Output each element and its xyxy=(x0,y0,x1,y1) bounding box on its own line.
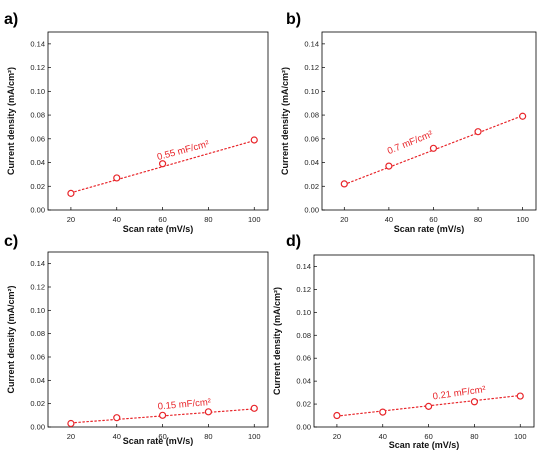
data-point xyxy=(424,402,433,410)
panel-letter: b) xyxy=(286,11,301,28)
chart-panel-3: c) 0.00 0.02 0.04 0.06 0.08 0.10 0.12 0.14 20 40 60… xyxy=(4,233,269,446)
y-tick-label: 0.06 xyxy=(30,134,45,143)
x-tick-label: 20 xyxy=(340,215,348,224)
data-point xyxy=(429,144,438,152)
y-tick-label: 0.04 xyxy=(304,158,319,167)
y-axis-label: Current density (mA/cm²) xyxy=(6,67,16,175)
x-tick-label: 100 xyxy=(248,215,261,224)
x-tick-label: 60 xyxy=(429,215,437,224)
y-tick-label: 0.00 xyxy=(304,206,319,215)
y-tick-label: 0.10 xyxy=(304,87,319,96)
x-axis-label: Scan rate (mV/s) xyxy=(394,224,465,234)
data-point xyxy=(67,419,75,428)
data-point xyxy=(250,404,258,412)
y-tick-label: 0.08 xyxy=(304,111,319,120)
y-tick-label: 0.02 xyxy=(30,182,45,191)
data-point xyxy=(67,189,75,197)
y-tick-label: 0.10 xyxy=(296,308,311,317)
y-tick-label: 0.06 xyxy=(304,134,319,143)
x-tick-label: 40 xyxy=(113,215,121,224)
y-tick-label: 0.14 xyxy=(304,39,319,48)
panel-letter: c) xyxy=(4,233,18,250)
data-point xyxy=(340,180,348,188)
x-tick-label: 60 xyxy=(424,432,432,441)
y-tick-label: 0.12 xyxy=(304,63,319,72)
plot-frame xyxy=(47,31,269,211)
data-point xyxy=(333,411,341,420)
y-tick-label: 0.10 xyxy=(30,306,45,315)
capacitance-annotation: 0.15 mF/cm² xyxy=(157,397,211,413)
plot-frame xyxy=(313,254,535,428)
x-tick-label: 100 xyxy=(248,432,261,441)
x-tick-label: 100 xyxy=(516,215,529,224)
x-axis-label: Scan rate (mV/s) xyxy=(123,224,194,234)
chart-panel-1: a) 0.00 0.02 0.04 0.06 0.08 0.10 0.12 0.14 20 40 60… xyxy=(4,11,269,234)
x-tick-label: 80 xyxy=(204,215,212,224)
data-point xyxy=(516,392,524,400)
y-tick-label: 0.14 xyxy=(30,259,45,268)
chart-panel-2: b) 0.00 0.02 0.04 0.06 0.08 0.10 0.12 0.14 20 40 60… xyxy=(280,11,537,234)
x-axis-label: Scan rate (mV/s) xyxy=(123,436,194,446)
y-tick-label: 0.06 xyxy=(30,353,45,362)
y-tick-label: 0.12 xyxy=(30,63,45,72)
capacitance-annotation: 0.55 mF/cm² xyxy=(156,139,210,163)
x-tick-label: 20 xyxy=(333,432,341,441)
y-tick-label: 0.02 xyxy=(304,182,319,191)
fit-line xyxy=(70,139,255,194)
panel-letter: a) xyxy=(4,11,18,28)
y-tick-label: 0.00 xyxy=(30,206,45,215)
x-axis-label: Scan rate (mV/s) xyxy=(389,440,460,450)
y-tick-label: 0.06 xyxy=(296,354,311,363)
x-tick-label: 80 xyxy=(204,432,212,441)
x-tick-label: 20 xyxy=(67,432,75,441)
data-point xyxy=(158,160,167,168)
data-point xyxy=(158,411,167,419)
y-tick-label: 0.10 xyxy=(30,87,45,96)
y-tick-label: 0.14 xyxy=(296,262,311,271)
y-tick-label: 0.12 xyxy=(296,285,311,294)
y-tick-label: 0.02 xyxy=(30,399,45,408)
data-point xyxy=(470,398,479,406)
data-point xyxy=(113,414,121,422)
plot-frame xyxy=(321,31,537,211)
y-tick-label: 0.08 xyxy=(30,111,45,120)
y-tick-label: 0.08 xyxy=(30,329,45,338)
chart-panel-4: d) 0.00 0.02 0.04 0.06 0.08 0.10 0.12 0.14 20 40 60… xyxy=(272,233,535,450)
y-tick-label: 0.00 xyxy=(30,423,45,432)
y-tick-label: 0.14 xyxy=(30,39,45,48)
y-axis-label: Current density (mA/cm²) xyxy=(272,287,282,395)
y-tick-label: 0.04 xyxy=(30,158,45,167)
x-tick-label: 60 xyxy=(158,432,166,441)
y-tick-label: 0.04 xyxy=(296,377,311,386)
data-point xyxy=(385,162,393,170)
panel-letter: d) xyxy=(286,233,301,250)
data-point xyxy=(204,408,213,416)
data-point xyxy=(250,136,258,144)
y-tick-label: 0.08 xyxy=(296,331,311,340)
data-point xyxy=(113,174,121,182)
y-axis-label: Current density (mA/cm²) xyxy=(6,285,16,393)
x-tick-label: 40 xyxy=(113,432,121,441)
plot-frame xyxy=(47,251,269,428)
y-tick-label: 0.02 xyxy=(296,400,311,409)
x-tick-label: 100 xyxy=(514,432,527,441)
x-tick-label: 40 xyxy=(379,432,387,441)
x-tick-label: 80 xyxy=(474,215,482,224)
y-tick-label: 0.04 xyxy=(30,376,45,385)
data-point xyxy=(379,408,387,416)
data-point xyxy=(519,112,527,120)
data-point xyxy=(474,128,482,136)
y-tick-label: 0.12 xyxy=(30,283,45,292)
y-axis-label: Current density (mA/cm²) xyxy=(280,67,290,175)
x-tick-label: 40 xyxy=(385,215,393,224)
capacitance-annotation: 0.21 mF/cm² xyxy=(432,384,486,402)
y-tick-label: 0.00 xyxy=(296,423,311,432)
x-tick-label: 80 xyxy=(470,432,478,441)
x-tick-label: 60 xyxy=(158,215,166,224)
x-tick-label: 20 xyxy=(67,215,75,224)
